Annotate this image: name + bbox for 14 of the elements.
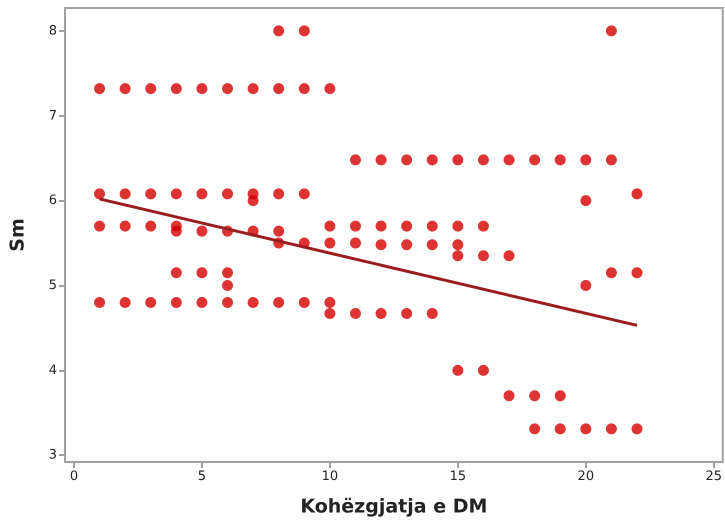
y-tick-label: 6 [48,193,57,208]
x-axis-title: Kohëzgjatja e DM [300,496,488,518]
y-tick-label: 7 [48,108,57,124]
y-axis-title: Sm [6,218,28,252]
x-tick-label: 5 [198,469,206,484]
y-tick-label: 3 [48,448,57,463]
x-tick-label: 10 [322,469,338,484]
x-tick-label: 20 [578,469,594,484]
x-tick-label: 0 [70,469,78,484]
x-tick-label: 15 [450,469,466,484]
y-tick-label: 4 [48,362,57,378]
x-tick-label: 25 [705,469,722,484]
y-tick-label: 5 [48,278,57,293]
y-tick-label: 8 [48,23,57,38]
